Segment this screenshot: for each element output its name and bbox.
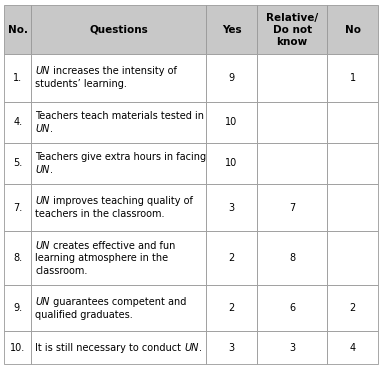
Text: UN: UN xyxy=(35,297,50,307)
Text: No.: No. xyxy=(8,25,28,34)
Bar xyxy=(327,53,378,102)
Text: 1: 1 xyxy=(350,73,356,83)
Text: 2: 2 xyxy=(350,303,356,313)
Text: UN: UN xyxy=(35,241,50,251)
Bar xyxy=(4,231,31,285)
Text: increases the intensity of: increases the intensity of xyxy=(50,66,176,76)
Bar xyxy=(327,285,378,331)
Text: 1.: 1. xyxy=(13,73,22,83)
Bar xyxy=(327,143,378,184)
Text: .: . xyxy=(199,343,202,352)
Text: 10: 10 xyxy=(225,158,238,168)
Text: 7: 7 xyxy=(289,202,295,213)
Bar xyxy=(257,184,327,231)
Bar xyxy=(257,331,327,364)
Bar xyxy=(206,102,257,143)
Text: 2: 2 xyxy=(228,253,235,263)
Bar xyxy=(4,331,31,364)
Text: 3: 3 xyxy=(228,343,235,352)
Text: UN: UN xyxy=(185,343,199,352)
Text: UN: UN xyxy=(35,196,50,206)
Text: guarantees competent and: guarantees competent and xyxy=(50,297,186,307)
Text: creates effective and fun: creates effective and fun xyxy=(50,241,175,251)
Bar xyxy=(257,53,327,102)
Bar xyxy=(4,5,31,53)
Text: UN: UN xyxy=(35,165,50,175)
Bar xyxy=(31,143,206,184)
Bar xyxy=(327,5,378,53)
Text: classroom.: classroom. xyxy=(35,266,87,276)
Text: Teachers teach materials tested in: Teachers teach materials tested in xyxy=(35,111,204,121)
Bar xyxy=(31,5,206,53)
Text: teachers in the classroom.: teachers in the classroom. xyxy=(35,209,165,219)
Text: students’ learning.: students’ learning. xyxy=(35,79,127,89)
Bar xyxy=(31,184,206,231)
Bar xyxy=(327,331,378,364)
Text: 3: 3 xyxy=(228,202,235,213)
Bar xyxy=(257,285,327,331)
Bar xyxy=(327,102,378,143)
Text: 8.: 8. xyxy=(13,253,22,263)
Bar xyxy=(4,53,31,102)
Bar xyxy=(257,231,327,285)
Bar xyxy=(31,331,206,364)
Text: learning atmosphere in the: learning atmosphere in the xyxy=(35,253,168,263)
Bar xyxy=(206,285,257,331)
Bar xyxy=(31,53,206,102)
Bar xyxy=(206,184,257,231)
Bar xyxy=(4,102,31,143)
Text: It is still necessary to conduct: It is still necessary to conduct xyxy=(35,343,185,352)
Text: Yes: Yes xyxy=(222,25,241,34)
Bar xyxy=(31,102,206,143)
Bar xyxy=(327,231,378,285)
Text: 6: 6 xyxy=(289,303,295,313)
Text: Questions: Questions xyxy=(89,25,148,34)
Bar xyxy=(4,143,31,184)
Text: 4: 4 xyxy=(350,343,356,352)
Bar xyxy=(206,5,257,53)
Text: UN: UN xyxy=(35,66,50,76)
Text: 9: 9 xyxy=(228,73,235,83)
Bar xyxy=(257,5,327,53)
Text: 2: 2 xyxy=(228,303,235,313)
Bar xyxy=(4,184,31,231)
Bar xyxy=(206,331,257,364)
Text: .: . xyxy=(50,124,53,134)
Text: improves teaching quality of: improves teaching quality of xyxy=(50,196,193,206)
Text: 8: 8 xyxy=(289,253,295,263)
Bar xyxy=(206,53,257,102)
Text: 3: 3 xyxy=(289,343,295,352)
Text: 5.: 5. xyxy=(13,158,22,168)
Bar xyxy=(206,143,257,184)
Bar xyxy=(327,184,378,231)
Bar xyxy=(206,231,257,285)
Text: Relative/
Do not
know: Relative/ Do not know xyxy=(266,12,318,46)
Text: Teachers give extra hours in facing: Teachers give extra hours in facing xyxy=(35,152,206,162)
Text: qualified graduates.: qualified graduates. xyxy=(35,310,133,320)
Text: .: . xyxy=(50,165,53,175)
Text: No: No xyxy=(345,25,361,34)
Text: 10.: 10. xyxy=(10,343,25,352)
Bar xyxy=(31,231,206,285)
Text: 10: 10 xyxy=(225,117,238,127)
Bar xyxy=(4,285,31,331)
Text: 9.: 9. xyxy=(13,303,22,313)
Bar xyxy=(31,285,206,331)
Bar xyxy=(257,143,327,184)
Text: UN: UN xyxy=(35,124,50,134)
Bar xyxy=(257,102,327,143)
Text: 4.: 4. xyxy=(13,117,22,127)
Text: 7.: 7. xyxy=(13,202,22,213)
